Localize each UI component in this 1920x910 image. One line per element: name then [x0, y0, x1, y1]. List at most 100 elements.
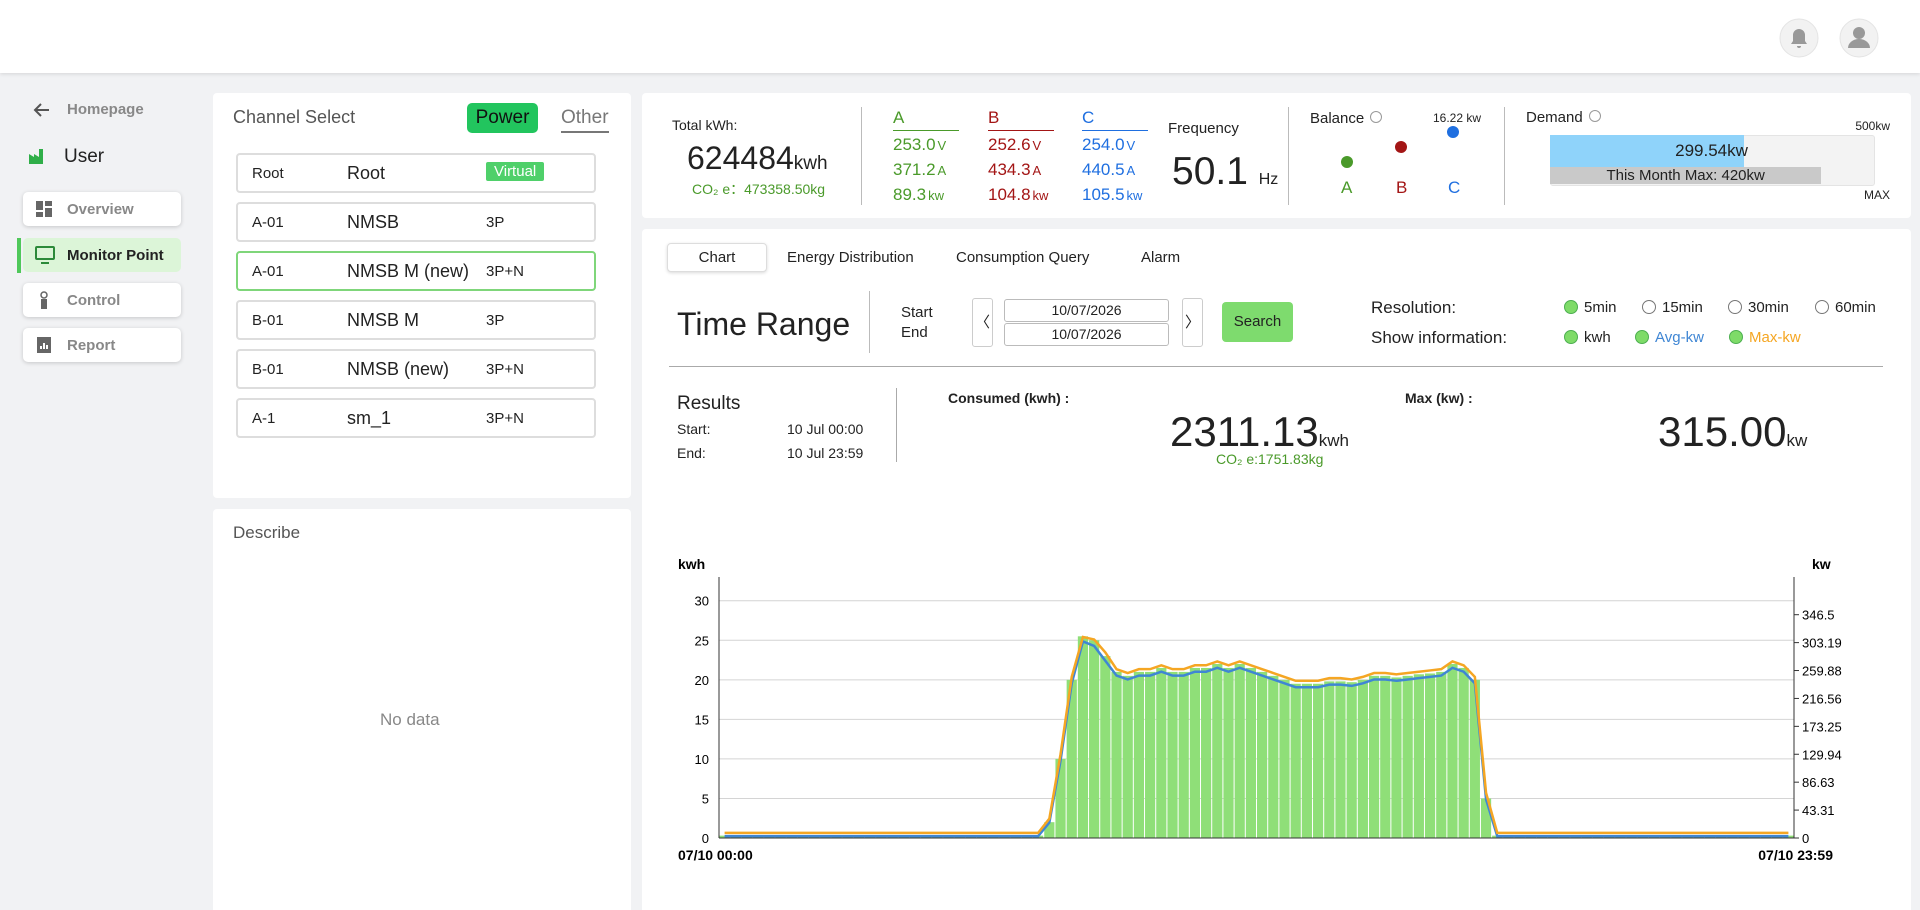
bar: [1257, 671, 1268, 838]
max-value: 315.00kw: [1658, 408, 1807, 456]
part: Avg-kw: [1655, 329, 1704, 346]
part: [45, 201, 52, 206]
consumed-value: 2311.13kwh: [1170, 408, 1349, 456]
channel-code: Root: [252, 165, 284, 182]
consumed-label: Consumed (kwh) :: [948, 390, 1070, 406]
y2-tick-label: 259.88: [1802, 664, 1842, 679]
user-factory-icon: [29, 149, 43, 164]
divider: [1504, 107, 1505, 205]
bar: [1368, 675, 1380, 838]
bar: [1145, 671, 1156, 838]
part: [40, 343, 48, 349]
homepage-link[interactable]: Homepage: [67, 101, 144, 118]
part: 253.0 V: [893, 135, 959, 156]
part: kw: [1126, 188, 1143, 203]
part: Hz: [1258, 171, 1279, 188]
user-icon[interactable]: [1839, 18, 1879, 58]
total-value: 624484kwh: [687, 140, 828, 177]
channel-row[interactable]: Root Root Virtual: [236, 153, 596, 193]
part: A: [937, 163, 947, 178]
bar: [1100, 656, 1111, 838]
nav-item[interactable]: Report: [23, 328, 181, 362]
y-tick-label: 25: [695, 633, 709, 648]
channel-row[interactable]: A-1 sm_1 3P+N: [236, 398, 596, 438]
channel-name: Root: [347, 163, 386, 183]
part: kw: [928, 188, 944, 203]
line: [724, 639, 1789, 838]
channel-code: A-1: [252, 410, 276, 427]
bell-icon[interactable]: [1779, 18, 1819, 58]
bar: [1245, 667, 1256, 838]
nav-item[interactable]: Overview: [23, 192, 181, 226]
back-arrow[interactable]: [32, 101, 52, 119]
y-tick-label: 5: [702, 791, 709, 806]
legend-item[interactable]: kwh: [1564, 329, 1611, 346]
tab[interactable]: Energy Distribution: [787, 249, 914, 266]
part: 252.6 V: [988, 135, 1054, 156]
balance-max: 16.22 kw: [1433, 111, 1482, 125]
legend-item[interactable]: Avg-kw: [1635, 329, 1704, 346]
search-button[interactable]: Search: [1222, 302, 1293, 342]
bar: [1391, 677, 1402, 838]
part: 254.0: [1082, 135, 1125, 154]
tab[interactable]: Chart: [667, 243, 767, 272]
end-date[interactable]: 10/07/2026: [1004, 323, 1169, 346]
channel-type: 3P+N: [486, 361, 524, 378]
resolution-option[interactable]: 30min: [1728, 299, 1789, 316]
max-label: Max (kw) :: [1405, 390, 1473, 406]
other-tab[interactable]: Other: [561, 105, 609, 133]
panel-title: Describe: [233, 523, 301, 542]
channel-row[interactable]: B-01 NMSB (new) 3P+N: [236, 349, 596, 389]
channel-code: B-01: [252, 361, 284, 378]
bar: [1089, 640, 1100, 838]
bar: [1234, 664, 1245, 838]
y2-tick-label: 303.19: [1802, 636, 1842, 651]
resolution-option[interactable]: 15min: [1642, 299, 1703, 316]
channel-row[interactable]: A-01 NMSB M (new) 3P+N: [236, 251, 596, 291]
y2-tick-label: 0: [1802, 831, 1809, 846]
channel-name: NMSB M (new): [347, 261, 470, 281]
nav-item[interactable]: Control: [23, 283, 181, 317]
part: 2311.13: [1170, 408, 1319, 455]
part: 315.00: [1658, 408, 1787, 455]
demand-bar: [1550, 135, 1744, 167]
active-indicator: [17, 238, 21, 273]
part: [1791, 29, 1807, 48]
y-tick-label: 10: [695, 752, 709, 767]
channel-row[interactable]: B-01 NMSB M 3P: [236, 300, 596, 340]
legend-item[interactable]: Max-kw: [1729, 329, 1801, 346]
start-date[interactable]: 10/07/2026: [1004, 299, 1169, 322]
channel-type: 3P: [486, 312, 505, 329]
balance-label: Balance: [1310, 110, 1383, 127]
bar: [1201, 667, 1212, 838]
tab[interactable]: Consumption Query: [956, 249, 1090, 266]
part: Balance: [1310, 110, 1365, 127]
tab[interactable]: Alarm: [1141, 249, 1181, 266]
query-title: Time Range: [677, 306, 851, 342]
bar: [1469, 679, 1480, 838]
bar: [1413, 674, 1424, 838]
prev-button[interactable]: 〈: [972, 298, 993, 347]
part: Overview: [67, 201, 134, 218]
frequency-value: 50.1 Hz: [1172, 150, 1278, 194]
part: kw: [1786, 431, 1808, 450]
part: 371.2 A: [893, 160, 959, 181]
bar: [1167, 671, 1178, 838]
nav-item[interactable]: Monitor Point: [23, 238, 181, 272]
power-tab[interactable]: Power: [467, 103, 538, 133]
part: Monitor Point: [67, 247, 164, 264]
part: [1564, 330, 1578, 344]
part: [40, 291, 48, 299]
total-co2: CO₂ e：473358.50kg: [692, 181, 826, 197]
resolution-option[interactable]: 60min: [1815, 299, 1876, 316]
balance-dot: [1395, 141, 1407, 153]
y2-tick-label: 43.31: [1802, 803, 1835, 818]
y-axis-label: kwh: [678, 556, 705, 572]
resolution-option[interactable]: 5min: [1564, 299, 1617, 316]
next-button[interactable]: 〉: [1182, 298, 1203, 347]
top-bar: [0, 0, 1920, 73]
part: kwh: [1584, 329, 1611, 346]
demand-value: 299.54kw: [1675, 141, 1748, 160]
month-max-bar: [1550, 167, 1822, 184]
channel-row[interactable]: A-01 NMSB 3P: [236, 202, 596, 242]
